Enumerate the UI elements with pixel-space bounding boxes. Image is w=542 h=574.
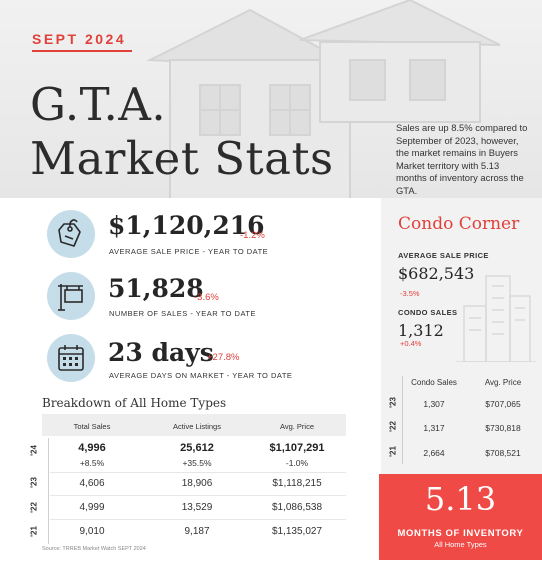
breakdown-row-divider [50,519,346,520]
number-of-sales-value: 51,828 [108,274,204,303]
breakdown-avg-price: $1,086,538 [271,502,323,513]
date-underline [32,50,132,52]
condo-sales-value: 1,312 [398,321,444,340]
breakdown-total-sales: 4,996 [78,442,106,454]
number-of-sales-change: -3.6% [194,292,219,303]
page-title-line2: Market Stats [30,132,334,185]
condo-year-divider [402,376,403,464]
days-on-market-change: +27.8% [207,352,240,363]
breakdown-active-listings: 9,187 [184,526,210,537]
page-title-line1: G.T.A. [30,78,167,131]
price-tag-icon [47,210,95,258]
breakdown-table-header [42,414,346,436]
breakdown-total-sales-change: +8.5% [79,458,105,468]
breakdown-avg-price-change: -1.0% [285,458,309,468]
condo-corner-panel [381,198,542,474]
breakdown-active-listings: 25,612 [180,442,214,454]
report-date-tag: SEPT 2024 [32,31,127,47]
breakdown-avg-price: $1,107,291 [269,442,325,454]
hero-banner: SEPT 2024 G.T.A. Market Stats Sales are … [0,0,542,198]
condo-row-year: '21 [388,446,398,457]
market-summary: Sales are up 8.5% compared to September … [396,122,528,196]
condo-row-sales: 2,664 [423,448,445,458]
condo-row-avg-price: $730,818 [485,423,521,433]
condo-avg-price-value: $682,543 [398,264,475,283]
condo-row-year: '23 [388,397,398,408]
city-skyline-icon [456,275,536,362]
inventory-box [379,474,542,560]
condo-sales-change: +0.4% [400,339,422,348]
condo-col-sales: Condo Sales [411,378,457,387]
breakdown-col-avg-price: Avg. Price [279,422,315,431]
months-of-inventory-sub: All Home Types [434,540,487,549]
condo-sales-label: CONDO SALES [398,308,458,317]
breakdown-avg-price: $1,135,027 [271,526,323,537]
breakdown-avg-price: $1,118,215 [272,478,322,489]
breakdown-row-year: '22 [29,502,39,513]
avg-sale-price-label: AVERAGE SALE PRICE - YEAR TO DATE [109,247,269,256]
condo-row-year: '22 [388,421,398,432]
condo-row-sales: 1,317 [423,423,445,433]
breakdown-row-divider [50,495,346,496]
breakdown-total-sales: 9,010 [79,526,105,537]
for-sale-sign-icon [47,272,95,320]
condo-row-avg-price: $708,521 [485,448,521,458]
avg-sale-price-change: -1.2% [240,230,265,241]
days-on-market-value: 23 days [108,338,214,367]
breakdown-row-divider [50,472,346,473]
days-on-market-label: AVERAGE DAYS ON MARKET - YEAR TO DATE [109,371,293,380]
months-of-inventory-value: 5.13 [424,480,497,518]
breakdown-col-total-sales: Total Sales [73,422,111,431]
breakdown-row-year: '24 [29,445,39,456]
condo-row-sales: 1,307 [423,399,445,409]
avg-sale-price-value: $1,120,216 [108,211,265,240]
breakdown-col-active-listings: Active Listings [173,422,221,431]
breakdown-total-sales: 4,606 [79,478,105,489]
calendar-icon [47,334,95,382]
number-of-sales-label: NUMBER OF SALES - YEAR TO DATE [109,309,256,318]
breakdown-active-listings: 18,906 [181,478,213,489]
months-of-inventory-label: MONTHS OF INVENTORY [397,528,524,539]
source-note: Source: TRREB Market Watch SEPT 2024 [42,546,146,552]
condo-row-avg-price: $707,065 [485,399,521,409]
breakdown-row-year: '23 [29,477,39,488]
breakdown-active-listings: 13,529 [181,502,213,513]
breakdown-year-divider [48,438,49,544]
breakdown-active-listings-change: +35.5% [182,458,212,468]
condo-avg-price-change: -3.5% [400,289,420,298]
condo-corner-title: Condo Corner [398,214,520,234]
breakdown-total-sales: 4,999 [79,502,105,513]
condo-avg-price-label: AVERAGE SALE PRICE [398,251,489,260]
breakdown-title: Breakdown of All Home Types [42,396,227,410]
condo-col-avg-price: Avg. Price [484,378,522,387]
house-background-illustration [146,0,501,198]
breakdown-row-year: '21 [29,526,39,537]
